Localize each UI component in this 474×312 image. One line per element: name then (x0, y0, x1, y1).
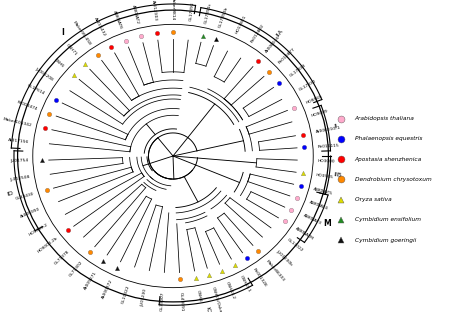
Text: IC: IC (205, 306, 211, 312)
Text: OSH71: OSH71 (65, 43, 78, 56)
Text: GL17332: GL17332 (299, 79, 318, 92)
Text: At009271: At009271 (83, 270, 98, 290)
Text: Pe010115: Pe010115 (317, 143, 339, 149)
Text: GL11322: GL11322 (120, 285, 130, 304)
Text: GL71302: GL71302 (68, 260, 83, 278)
Text: I: I (61, 28, 64, 37)
Text: OSH43.2: OSH43.2 (225, 281, 236, 300)
Text: ABKNATM: ABKNATM (294, 226, 314, 241)
Text: GL17391c: GL17391c (203, 2, 212, 24)
Text: Cymbidium goeringii: Cymbidium goeringii (355, 238, 416, 243)
Text: ABKNAT4: ABKNAT4 (308, 201, 328, 211)
Text: JU01230b: JU01230b (275, 249, 293, 266)
Text: Pe010877: Pe010877 (277, 47, 296, 65)
Text: II: II (334, 124, 338, 129)
Text: ABKNAT2: ABKNAT2 (131, 4, 140, 25)
Text: HO9565: HO9565 (305, 94, 323, 105)
Text: Oryza sativa: Oryza sativa (355, 197, 392, 202)
Text: GL17391: GL17391 (189, 2, 195, 22)
Text: JU01230: JU01230 (140, 289, 147, 307)
Text: GL17833: GL17833 (289, 63, 307, 78)
Text: At000372: At000372 (101, 278, 114, 299)
Text: At012303: At012303 (151, 0, 157, 22)
Text: Cymbidium ensifolium: Cymbidium ensifolium (355, 217, 420, 222)
Text: GL33430: GL33430 (15, 192, 35, 201)
Text: OSH3: OSH3 (196, 289, 202, 302)
Text: JU01754: JU01754 (10, 159, 28, 163)
Text: OSH43.1: OSH43.1 (239, 275, 252, 294)
Text: At017156: At017156 (8, 138, 29, 144)
Text: Phalaenopsis equestris: Phalaenopsis equestris (355, 136, 422, 141)
Text: At006016: At006016 (264, 35, 281, 53)
Text: GL71378: GL71378 (54, 249, 71, 265)
Text: Apostasia shenzhenica: Apostasia shenzhenica (355, 157, 422, 162)
Text: Maker95-458: Maker95-458 (72, 20, 92, 46)
Text: GL13022: GL13022 (286, 238, 303, 253)
Text: Maker86303: Maker86303 (264, 259, 285, 282)
Text: HO3565: HO3565 (316, 173, 334, 179)
Text: JL012508: JL012508 (10, 175, 30, 183)
Text: At015432: At015432 (93, 17, 107, 37)
Text: ABKNAT6: ABKNAT6 (112, 10, 123, 30)
Text: HO9003.2: HO9003.2 (28, 222, 49, 236)
Text: Dendrobium chrysotoxum: Dendrobium chrysotoxum (355, 177, 431, 182)
Text: Maker101342: Maker101342 (3, 117, 33, 127)
Text: Arabidopsis thaliana: Arabidopsis thaliana (355, 116, 414, 121)
Text: ABKNAT3: ABKNAT3 (302, 214, 322, 226)
Text: At006010-1: At006010-1 (315, 126, 341, 134)
Text: ID: ID (7, 191, 14, 197)
Text: HO9009: HO9009 (310, 109, 328, 118)
Text: HO9003.2b: HO9003.2b (37, 236, 59, 254)
Text: GL17614: GL17614 (26, 84, 45, 96)
Text: OSH6: OSH6 (54, 57, 65, 68)
Text: GL17391b: GL17391b (218, 6, 229, 28)
Text: IIA: IIA (275, 28, 284, 37)
Text: OSH15/Oskn3: OSH15/Oskn3 (211, 286, 223, 312)
Text: At005990: At005990 (19, 207, 41, 219)
Text: ABKNAT5: ABKNAT5 (313, 187, 333, 196)
Text: Pe001328: Pe001328 (252, 267, 268, 288)
Text: GL13007: GL13007 (160, 291, 165, 311)
Text: GL43091: GL43091 (179, 291, 183, 311)
Text: JU001208: JU001208 (35, 67, 55, 82)
Text: HO17801: HO17801 (235, 15, 247, 35)
Text: M: M (324, 219, 331, 228)
Text: HO3000: HO3000 (318, 159, 335, 163)
Text: IIB: IIB (334, 172, 342, 178)
Text: Maker9814: Maker9814 (171, 0, 175, 20)
Text: Pe012802: Pe012802 (250, 23, 265, 43)
Text: Pe003474: Pe003474 (16, 100, 38, 111)
